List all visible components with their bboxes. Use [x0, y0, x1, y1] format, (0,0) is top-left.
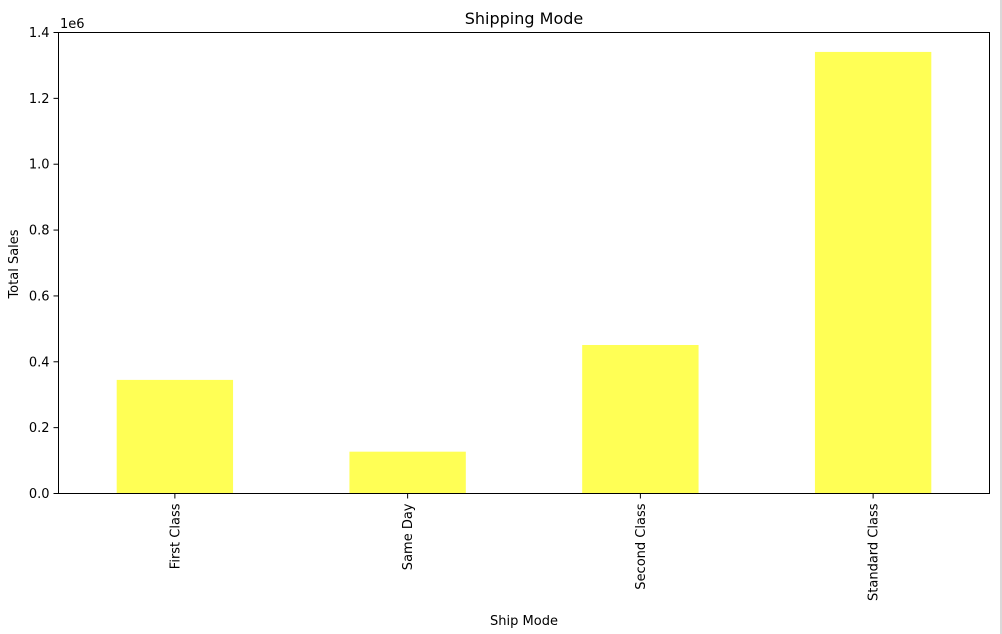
y-tick-label: 1.0 [29, 158, 50, 173]
y-tick-label: 1.4 [29, 26, 50, 41]
x-axis-ticks: First Class Same Day Second Class Standard … [168, 493, 882, 601]
x-tick-label: Second Class [634, 503, 649, 589]
chart-title: Shipping Mode [465, 9, 583, 28]
x-tick-label: Standard Class [867, 503, 882, 601]
bar-first-class [116, 379, 234, 494]
y-tick-label: 0.0 [29, 487, 50, 502]
y-axis-label: Total Sales [7, 229, 22, 299]
x-axis-label: Ship Mode [490, 614, 558, 629]
y-tick-label: 0.2 [29, 421, 50, 436]
bar-standard-class [814, 51, 932, 494]
y-tick-label: 0.4 [29, 355, 50, 370]
bar-same-day [349, 451, 466, 494]
plot-area-frame [58, 32, 990, 494]
bar-second-class [582, 344, 699, 494]
window-edge [1000, 0, 1002, 634]
y-offset-text: 1e6 [60, 17, 85, 32]
y-tick-label: 0.8 [29, 224, 50, 239]
x-tick-label: First Class [168, 503, 183, 569]
bars-group [116, 51, 932, 494]
y-tick-label: 1.2 [29, 92, 50, 107]
x-tick-label: Same Day [401, 503, 416, 570]
y-axis-ticks: 0.0 0.2 0.4 0.6 0.8 1.0 1.2 1.4 [29, 26, 59, 502]
y-tick-label: 0.6 [29, 289, 50, 304]
